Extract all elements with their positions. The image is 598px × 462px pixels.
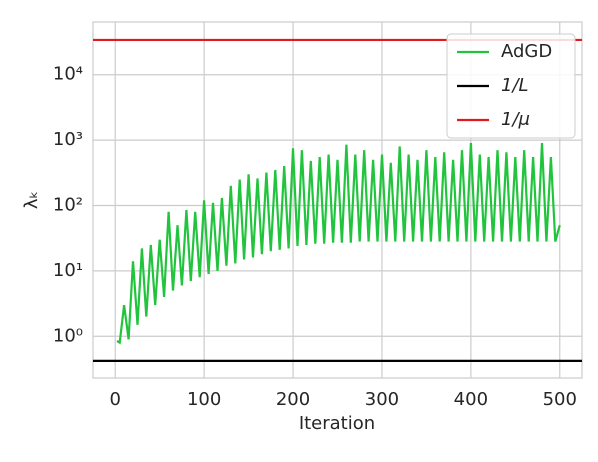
legend-label: 1/L [501, 75, 529, 96]
x-tick-label: 500 [543, 389, 577, 410]
y-tick-label: 10⁰ [53, 325, 83, 346]
data-line [116, 143, 561, 345]
y-axis-label: λₖ [21, 191, 42, 209]
x-axis-label: Iteration [299, 413, 375, 434]
legend-label: 1/μ [501, 109, 530, 130]
x-tick-label: 400 [454, 389, 488, 410]
y-tick-label: 10⁴ [53, 64, 83, 85]
legend-box [446, 33, 576, 139]
x-tick-label: 0 [110, 389, 121, 410]
x-tick-label: 300 [365, 389, 399, 410]
y-tick-label: 10¹ [53, 260, 83, 281]
y-tick-label: 10³ [53, 129, 83, 150]
x-tick-label: 100 [187, 389, 221, 410]
y-tick-label: 10² [53, 194, 83, 215]
x-tick-label: 200 [276, 389, 310, 410]
legend-label: AdGD [501, 41, 552, 62]
